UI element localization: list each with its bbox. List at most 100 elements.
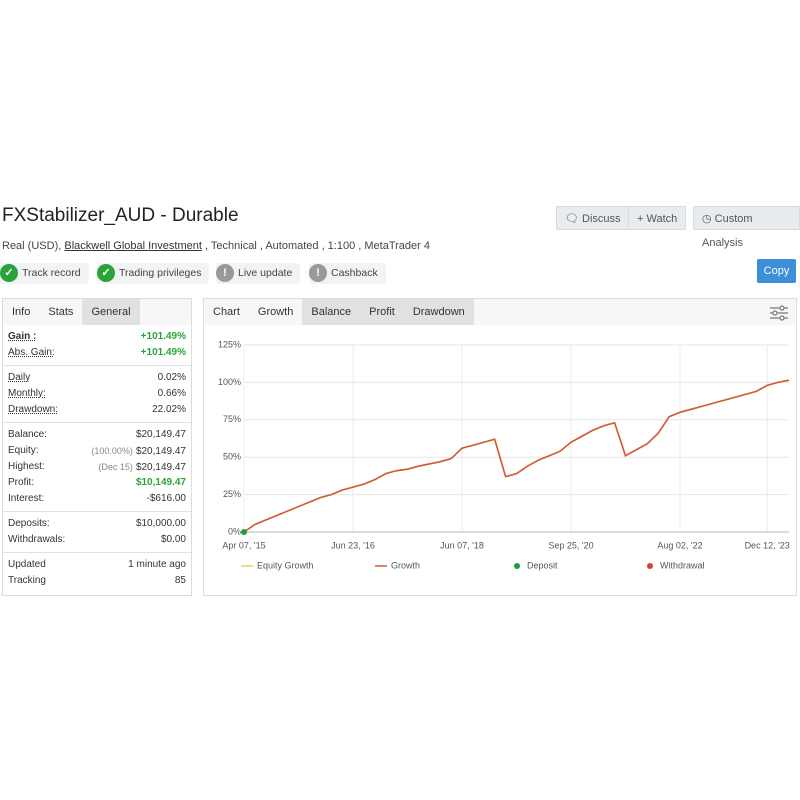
stats-value-wrap: +101.49% — [141, 345, 186, 361]
subtitle: Real (USD), Blackwell Global Investment … — [2, 240, 430, 252]
stats-group: Gain : +101.49% Abs. Gain: +101.49% — [3, 325, 191, 366]
x-tick-label: Jun 23, '16 — [331, 540, 375, 550]
stats-value: $10,000.00 — [135, 518, 186, 529]
stats-row: Tracking 85 — [3, 573, 191, 589]
stats-label: Equity: — [8, 445, 39, 456]
stats-value-wrap: -$616.00 — [147, 491, 186, 507]
stats-label: Highest: — [8, 461, 45, 472]
stats-value: 1 minute ago — [128, 559, 186, 570]
y-tick-label: 0% — [228, 526, 241, 536]
stats-group: Deposits: $10,000.00 Withdrawals: $0.00 — [3, 512, 191, 553]
chart-panel: Chart Growth Balance Profit Drawdown 0% 25% 50… — [203, 298, 797, 596]
legend-swatch — [514, 563, 520, 569]
y-tick-label: 25% — [223, 489, 241, 499]
discuss-button[interactable]: 🗨 Discuss — [556, 206, 630, 230]
chart-tab[interactable]: Drawdown — [403, 299, 474, 325]
stats-value: 0.66% — [157, 388, 186, 399]
badge: ! Cashback — [309, 263, 386, 284]
stats-row: Abs. Gain: +101.49% — [3, 345, 191, 361]
badge: ✓ Trading privileges — [97, 263, 210, 284]
stats-value-wrap: 1 minute ago — [128, 557, 186, 573]
stats-value: $20,149.47 — [135, 446, 186, 457]
stats-label: Withdrawals: — [8, 534, 66, 545]
stats-row: Equity: (100.00%) $20,149.47 — [3, 443, 191, 459]
x-tick-label: Jun 07, '18 — [440, 540, 484, 550]
stats-label: Monthly: — [8, 388, 46, 399]
stats-label: Gain : — [8, 331, 37, 342]
stats-value-wrap: 0.66% — [158, 386, 186, 402]
stats-row: Profit: $10,149.47 — [3, 475, 191, 491]
stats-group: Balance: $20,149.47 Equity: (100.00%) $20,14… — [3, 423, 191, 512]
badge-label: Track record — [22, 267, 81, 279]
stats-value: $20,149.47 — [135, 429, 186, 440]
stats-row: Interest: -$616.00 — [3, 491, 191, 507]
chart-tabs: Chart Growth Balance Profit Drawdown — [204, 299, 796, 325]
x-tick-label: Aug 02, '22 — [657, 540, 702, 550]
chart-tab[interactable]: Chart — [213, 306, 240, 318]
copy-button[interactable]: Copy — [757, 259, 796, 283]
button-label: Discuss — [582, 213, 621, 225]
account-title: FXStabilizer_AUD - Durable — [2, 205, 239, 226]
stats-value-wrap: 85 — [175, 573, 186, 589]
stats-value-wrap: $20,149.47 — [136, 427, 186, 443]
y-tick-label: 50% — [223, 452, 241, 462]
stats-label: Interest: — [8, 493, 45, 504]
legend-label: Deposit — [527, 560, 558, 570]
y-tick-label: 125% — [218, 339, 241, 349]
chart-tab[interactable]: Profit — [360, 299, 404, 325]
stats-row: Withdrawals: $0.00 — [3, 532, 191, 548]
x-tick-label: Sep 25, '20 — [548, 540, 593, 550]
stats-label: Updated — [8, 559, 46, 570]
stats-value-wrap: 22.02% — [152, 402, 186, 418]
y-tick-label: 75% — [223, 414, 241, 424]
stats-group: Daily 0.02% Monthly: 0.66% Drawdown: 22.02% — [3, 366, 191, 423]
stats-value: $10,149.47 — [135, 477, 186, 488]
stats-value-wrap: $10,000.00 — [136, 516, 186, 532]
watch-button[interactable]: + Watch — [628, 206, 687, 230]
stats-value-wrap: +101.49% — [141, 329, 186, 345]
analysis-button[interactable]: ◷ Custom Analysis — [693, 206, 800, 249]
stats-tab[interactable]: General — [82, 299, 140, 325]
stats-value: +101.49% — [140, 331, 186, 342]
chart-tab[interactable]: Balance — [302, 299, 361, 325]
stats-group: Updated 1 minute ago Tracking 85 — [3, 553, 191, 593]
stats-row: Highest: (Dec 15) $20,149.47 — [3, 459, 191, 475]
stats-label: Deposits: — [8, 518, 50, 529]
stats-row: Deposits: $10,000.00 — [3, 516, 191, 532]
badge-label: Trading privileges — [119, 267, 202, 279]
legend-label: Withdrawal — [660, 560, 705, 570]
stats-tab[interactable]: Stats — [48, 306, 74, 318]
chart-tab[interactable]: Growth — [257, 306, 294, 318]
stats-label: Tracking — [8, 575, 46, 586]
stats-panel: Info Stats General Gain : +101.49% Abs. Gain… — [2, 298, 192, 596]
legend-label: Equity Growth — [257, 560, 314, 570]
series-line — [243, 379, 790, 533]
badge: ! Live update — [216, 263, 301, 284]
stats-value: +101.49% — [140, 347, 186, 358]
stats-row: Updated 1 minute ago — [3, 557, 191, 573]
broker-link[interactable]: Blackwell Global Investment — [64, 240, 202, 252]
stats-value-wrap: $0.00 — [161, 532, 186, 548]
stats-value: -$616.00 — [146, 493, 186, 504]
stats-tab[interactable]: Info — [12, 306, 31, 318]
subtitle-end: , Technical , Automated , 1:100 , MetaTr… — [204, 240, 431, 252]
stats-value-wrap: $10,149.47 — [136, 475, 186, 491]
stats-body: Gain : +101.49% Abs. Gain: +101.49% Daily 0.0… — [3, 325, 191, 593]
badge-label: Live update — [238, 267, 293, 279]
stats-label: Balance: — [8, 429, 47, 440]
stats-value: 22.02% — [152, 404, 186, 415]
x-tick-label: Dec 12, '23 — [745, 540, 790, 550]
stats-label: Abs. Gain: — [8, 347, 55, 358]
stats-row: Balance: $20,149.47 — [3, 427, 191, 443]
stats-label: Profit: — [8, 477, 35, 488]
stats-row: Drawdown: 22.02% — [3, 402, 191, 418]
stats-value-wrap: (Dec 15) $20,149.47 — [98, 459, 186, 475]
stats-label: Drawdown: — [8, 404, 59, 415]
chart: 0% 25% 50% 75% 100% 125% Apr 07, '15 Jun 23, '1… — [218, 305, 790, 570]
x-tick-label: Apr 07, '15 — [222, 540, 265, 550]
stats-row: Gain : +101.49% — [3, 329, 191, 345]
stats-value: $20,149.47 — [135, 462, 186, 473]
subtitle-start: Real (USD), — [2, 240, 62, 252]
button-label: Watch — [646, 213, 678, 225]
